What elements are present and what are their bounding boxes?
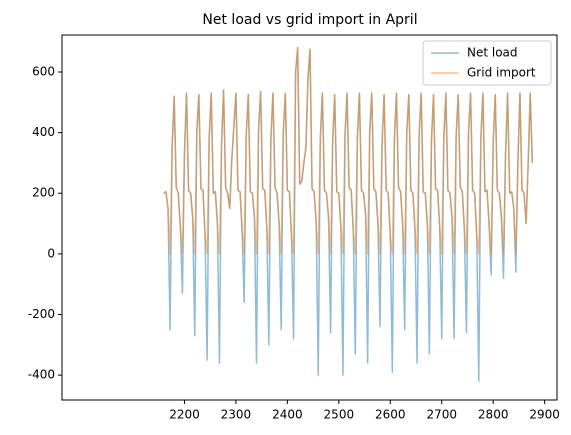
y-tick-label: 0 xyxy=(47,246,55,260)
chart-title: Net load vs grid import in April xyxy=(202,12,417,28)
y-tick-label: 600 xyxy=(32,64,55,78)
y-tick-label: 400 xyxy=(32,125,55,139)
series-line xyxy=(163,46,534,382)
legend-label: Grid import xyxy=(467,66,536,80)
x-tick-label: 2600 xyxy=(375,408,406,422)
y-tick-label: -200 xyxy=(28,307,55,321)
y-tick-label: -400 xyxy=(28,368,55,382)
x-tick-label: 2300 xyxy=(221,408,252,422)
axes-frame xyxy=(61,34,558,401)
x-tick-label: 2500 xyxy=(324,408,355,422)
legend-box xyxy=(422,40,552,86)
y-tick-label: 200 xyxy=(32,186,55,200)
series-line xyxy=(163,46,534,255)
legend-label: Net load xyxy=(467,46,518,60)
x-tick-label: 2800 xyxy=(478,408,509,422)
x-tick-label: 2700 xyxy=(426,408,457,422)
x-tick-label: 2400 xyxy=(272,408,303,422)
x-tick-label: 2200 xyxy=(169,408,200,422)
x-tick-label: 2900 xyxy=(529,408,560,422)
